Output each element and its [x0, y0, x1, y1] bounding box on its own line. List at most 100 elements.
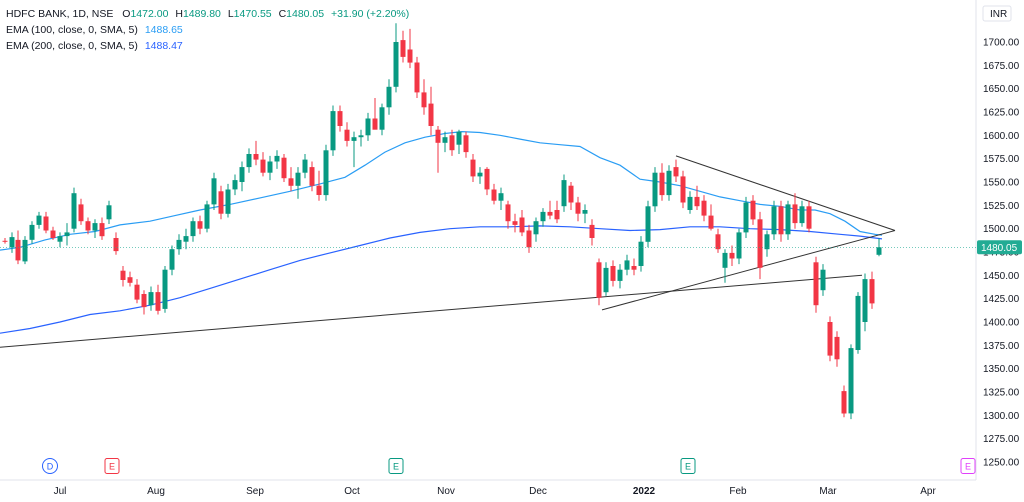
candle-body: [141, 294, 147, 308]
event-marker: [104, 458, 120, 474]
earnings-event-icon[interactable]: E: [104, 458, 120, 474]
candle-body: [239, 167, 245, 182]
candle-body: [540, 211, 546, 222]
candle-body: [71, 193, 77, 229]
candle-body: [351, 137, 357, 141]
candle-body: [771, 206, 777, 235]
y-tick-label: 1425.00: [983, 294, 1020, 305]
ema200-label: EMA (200, close, 0, SMA, 5): [6, 40, 138, 52]
candle-body: [407, 49, 413, 63]
candle-body: [120, 270, 126, 280]
candle-body: [162, 269, 168, 309]
candle-body: [764, 234, 770, 250]
x-tick-label: Aug: [147, 486, 165, 497]
event-marker: [42, 458, 58, 474]
candle-body: [442, 137, 448, 143]
earnings-event-icon[interactable]: E: [388, 458, 404, 474]
candle-body: [799, 206, 805, 224]
candle-body: [43, 216, 49, 231]
candle-body: [575, 202, 581, 214]
y-tick-label: 1400.00: [983, 318, 1020, 329]
candle-body: [498, 193, 504, 201]
candle-body: [344, 129, 350, 141]
candle-body: [610, 266, 616, 281]
candle-body: [400, 40, 406, 57]
low-value: 1470.55: [233, 8, 272, 20]
current-price-text: 1480.05: [981, 243, 1018, 254]
candle-body: [183, 236, 189, 242]
y-tick-label: 1600.00: [983, 131, 1020, 142]
candle-body: [526, 230, 532, 248]
candle-body: [358, 135, 364, 138]
ema200-value: 1488.47: [144, 40, 183, 52]
candle-body: [2, 240, 8, 242]
trendline-2[interactable]: [675, 155, 896, 231]
event-letter: E: [965, 462, 971, 472]
candle-body: [295, 172, 301, 186]
trendline-3[interactable]: [601, 230, 896, 311]
candle-body: [9, 237, 15, 248]
symbol-label: HDFC BANK, 1D, NSE: [6, 8, 114, 20]
y-tick-label: 1325.00: [983, 388, 1020, 399]
candle-body: [792, 204, 798, 224]
candle-body: [841, 391, 847, 414]
y-tick-label: 1350.00: [983, 364, 1020, 375]
candle-body: [582, 210, 588, 214]
dividend-event-icon[interactable]: D: [42, 458, 58, 474]
event-marker: [680, 458, 696, 474]
candle-body: [736, 232, 742, 259]
candle-body: [701, 200, 707, 216]
x-tick-label: Dec: [529, 486, 547, 497]
candle-body: [785, 204, 791, 235]
candle-body: [50, 230, 56, 238]
high-value: 1489.80: [182, 8, 221, 20]
candle-body: [57, 236, 63, 242]
candle-body: [449, 135, 455, 151]
candle-body: [85, 221, 91, 231]
earnings-event-icon[interactable]: E: [680, 458, 696, 474]
candle-body: [561, 180, 567, 207]
event-letter: E: [393, 462, 399, 472]
candle-body: [827, 322, 833, 356]
candle-body: [106, 205, 112, 220]
candle-body: [568, 185, 574, 203]
candle-body: [757, 219, 763, 268]
change-value: +31.90 (+2.20%): [331, 8, 410, 20]
y-tick-label: 1250.00: [983, 458, 1020, 469]
close-label: C: [278, 8, 287, 20]
currency-label: INR: [990, 9, 1007, 20]
candle-body: [589, 224, 595, 238]
y-tick-label: 1625.00: [983, 108, 1020, 119]
earnings-event-icon[interactable]: E: [960, 458, 976, 474]
candle-body: [750, 200, 756, 220]
trendline-1[interactable]: [0, 274, 863, 348]
candle-body: [365, 118, 371, 136]
candle-body: [484, 168, 490, 190]
currency-box[interactable]: [982, 5, 1012, 22]
candle-body: [155, 292, 161, 311]
candle-body: [134, 284, 140, 300]
candle-body: [463, 135, 469, 153]
candle-body: [29, 224, 35, 240]
candle-body: [876, 247, 882, 255]
candle-body: [512, 221, 518, 225]
x-tick-label: Jul: [54, 486, 67, 497]
candle-body: [204, 204, 210, 229]
candle-body: [778, 206, 784, 235]
candle-body: [813, 262, 819, 306]
candle-body: [232, 180, 238, 190]
candle-body: [505, 204, 511, 222]
high-label: H: [175, 8, 183, 20]
candle-body: [218, 191, 224, 214]
candle-body: [176, 239, 182, 250]
candle-body: [547, 211, 553, 216]
ema200-row: EMA (200, close, 0, SMA, 5) 1488.47: [6, 38, 413, 54]
candle-body: [211, 178, 217, 205]
candle-body: [309, 167, 315, 186]
candle-body: [36, 215, 42, 225]
candle-body: [638, 241, 644, 266]
y-tick-label: 1500.00: [983, 224, 1020, 235]
candle-body: [428, 103, 434, 126]
